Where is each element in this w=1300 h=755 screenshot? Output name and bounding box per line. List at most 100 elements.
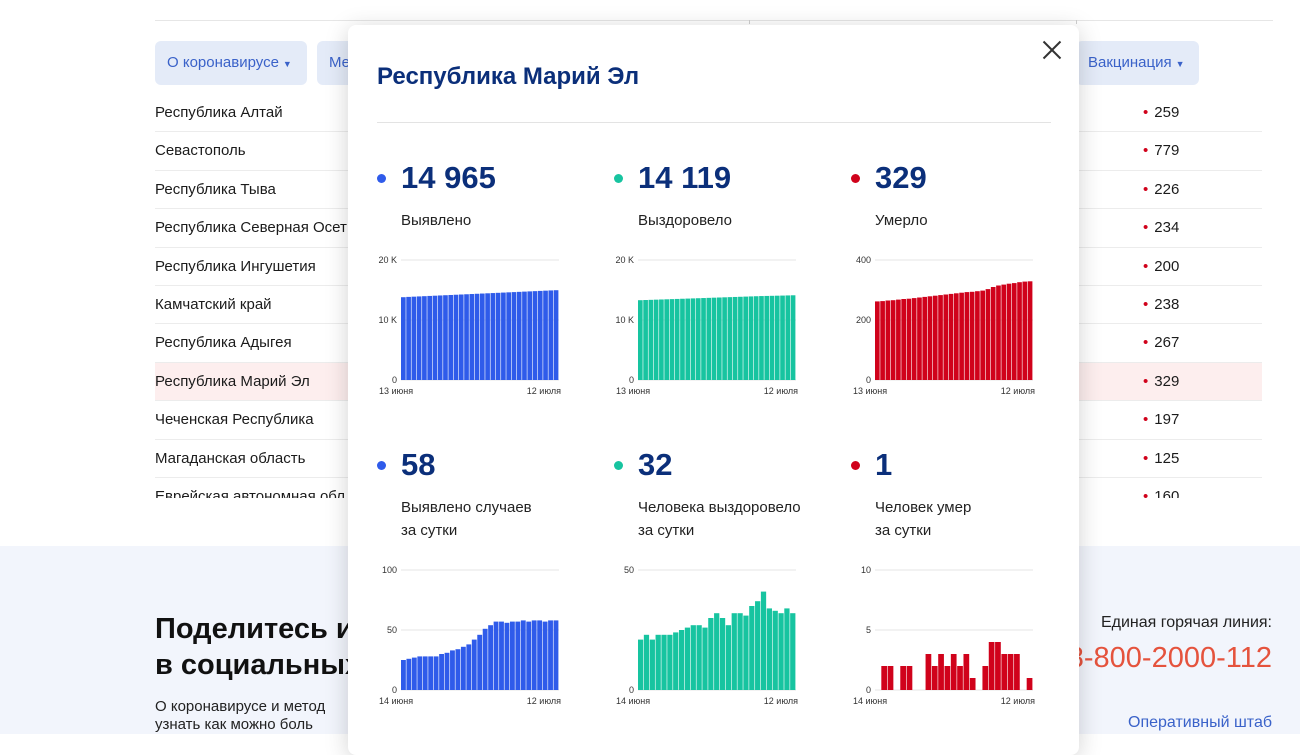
chart-bar bbox=[717, 297, 722, 380]
share-description: О коронавирусе и метод узнать как можно … bbox=[155, 698, 355, 734]
chart-bar bbox=[501, 292, 506, 380]
chart-bar bbox=[990, 287, 996, 380]
chart-bar bbox=[738, 296, 743, 380]
chart-bar bbox=[948, 293, 954, 380]
chart-bar bbox=[760, 591, 767, 690]
chart-bar bbox=[432, 295, 438, 380]
stat-label: Выявлено bbox=[401, 212, 472, 229]
chart-bar bbox=[433, 656, 439, 690]
chart-bar bbox=[690, 625, 696, 690]
chart-bar bbox=[963, 654, 970, 690]
chart-bar bbox=[714, 613, 720, 690]
chart-bar bbox=[685, 298, 691, 380]
region-deaths: 267 bbox=[1143, 324, 1179, 362]
chart-bar bbox=[485, 293, 490, 380]
chart-bar bbox=[906, 666, 913, 690]
tab-about-coronavirus[interactable]: О коронавирусе ▼ bbox=[155, 41, 307, 85]
chart-bar bbox=[780, 295, 785, 380]
chart-bar bbox=[1027, 281, 1033, 380]
chart-bar bbox=[480, 293, 485, 380]
chart-bar bbox=[890, 300, 896, 380]
chart-bar bbox=[696, 625, 702, 690]
chart-bar bbox=[401, 660, 406, 690]
chart-bar bbox=[448, 294, 454, 380]
y-tick-label: 200 bbox=[856, 315, 871, 325]
region-deaths: 226 bbox=[1143, 171, 1179, 209]
chart-bar bbox=[471, 639, 477, 690]
y-tick-label: 0 bbox=[866, 375, 871, 385]
region-deaths: 197 bbox=[1143, 401, 1179, 439]
chart-bar bbox=[511, 292, 517, 380]
chart-bar bbox=[490, 293, 496, 380]
chart-bar bbox=[980, 290, 985, 380]
chart-bar bbox=[911, 298, 917, 380]
chart-bar bbox=[428, 656, 434, 690]
region-name: Республика Адыгея bbox=[155, 334, 292, 352]
chart-bar bbox=[460, 646, 466, 690]
bullet-icon bbox=[377, 461, 386, 470]
y-tick-label: 0 bbox=[629, 375, 634, 385]
stat-value: 329 bbox=[875, 160, 927, 195]
region-name: Республика Северная Осет bbox=[155, 219, 347, 237]
stat-daily-detected: 58 Выявлено случаев за сутки 0 50 100 14 ию… bbox=[377, 445, 607, 725]
tab-vaccination[interactable]: Вакцинация ▼ bbox=[1076, 41, 1199, 85]
chart-bar bbox=[458, 294, 464, 380]
chart-bar bbox=[443, 295, 448, 380]
chart-bar bbox=[417, 656, 423, 690]
chart-daily-deaths: 0 5 10 14 июня 12 июля bbox=[853, 565, 1035, 706]
y-tick-label: 50 bbox=[387, 625, 397, 635]
chart-bar bbox=[477, 634, 483, 690]
hotline-phone[interactable]: 8-800-2000-112 bbox=[1067, 642, 1272, 674]
chart-bar bbox=[727, 297, 733, 380]
chart-bar bbox=[764, 295, 770, 380]
chart-bar bbox=[506, 292, 511, 380]
hotline-label: Единая горячая линия: bbox=[1100, 614, 1272, 631]
chart-bar bbox=[711, 297, 717, 380]
chart-bar bbox=[401, 297, 406, 380]
operational-hq-link[interactable]: Оперативный штаб bbox=[1128, 714, 1272, 731]
bullet-icon bbox=[377, 174, 386, 183]
chart-bar bbox=[678, 630, 685, 690]
x-tick-label: 13 июня bbox=[853, 386, 887, 396]
chart-bar bbox=[411, 296, 417, 380]
chart-bar bbox=[772, 610, 778, 690]
table-row[interactable]: Еврейская автономная обл 160 bbox=[155, 478, 1262, 498]
chart-bar bbox=[548, 290, 554, 380]
chart-bar bbox=[950, 654, 957, 690]
chart-bar bbox=[985, 289, 991, 380]
chart-daily-detected: 0 50 100 14 июня 12 июля bbox=[379, 565, 561, 706]
chart-bar bbox=[643, 300, 648, 380]
region-name: Магаданская область bbox=[155, 449, 306, 467]
stat-recovered: 14 119 Выздоровело 0 10 K 20 K 13 июня 12 ию… bbox=[614, 158, 844, 438]
stat-label: Человек умер за сутки bbox=[875, 499, 972, 539]
tab-label: Ме bbox=[329, 54, 351, 71]
x-tick-label: 14 июня bbox=[853, 696, 887, 706]
close-icon[interactable] bbox=[1039, 37, 1065, 63]
y-tick-label: 50 bbox=[624, 565, 634, 575]
chart-bar bbox=[887, 666, 894, 690]
chart-bar bbox=[638, 639, 644, 690]
chart-bar bbox=[964, 292, 970, 380]
x-tick-label: 12 июля bbox=[527, 386, 561, 396]
chart-bar bbox=[509, 621, 515, 690]
x-tick-label: 12 июля bbox=[1001, 386, 1035, 396]
region-deaths: 259 bbox=[1143, 94, 1179, 132]
chart-bar bbox=[708, 618, 714, 690]
chart-bar bbox=[667, 634, 673, 690]
chart-bar bbox=[944, 666, 951, 690]
stat-value: 58 bbox=[401, 447, 436, 482]
chart-bar bbox=[493, 621, 499, 690]
chart-bar bbox=[532, 291, 538, 380]
chart-bar bbox=[464, 294, 469, 380]
chart-bar bbox=[1022, 281, 1028, 380]
share-heading-line: в социальных bbox=[155, 649, 362, 681]
chart-bar bbox=[466, 644, 472, 690]
chart-bar bbox=[643, 634, 650, 690]
chart-bar bbox=[499, 621, 504, 690]
stat-label: Выздоровело bbox=[638, 212, 733, 229]
caret-down-icon: ▼ bbox=[282, 59, 292, 69]
chart-bar bbox=[731, 613, 737, 690]
chart-bar bbox=[996, 285, 1001, 380]
chart-bar bbox=[406, 658, 412, 690]
bullet-icon bbox=[614, 461, 623, 470]
